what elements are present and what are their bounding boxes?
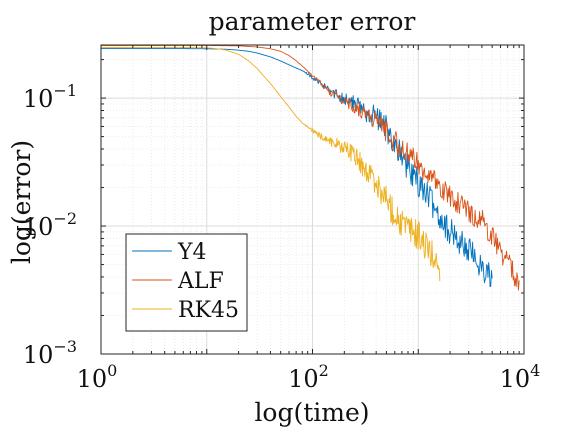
chart-title: parameter error bbox=[209, 7, 416, 36]
grid bbox=[100, 45, 524, 355]
y-tick-label: 10−1 bbox=[23, 81, 77, 113]
tick-labels: 100 102 104 10−3 10−2 10−1 bbox=[23, 81, 541, 393]
tick-marks bbox=[100, 45, 524, 355]
legend-box bbox=[125, 233, 248, 332]
legend-label-y4: Y4 bbox=[177, 240, 207, 265]
legend-label-alf: ALF bbox=[177, 269, 224, 294]
x-tick-label: 100 bbox=[77, 361, 118, 393]
legend: Y4 ALF RK45 bbox=[125, 233, 248, 332]
x-tick-label: 104 bbox=[500, 361, 541, 393]
y-axis-label: log(error) bbox=[7, 140, 36, 264]
x-tick-label: 102 bbox=[288, 361, 329, 393]
series-line-rk45 bbox=[101, 46, 441, 282]
y-tick-label: 10−2 bbox=[23, 209, 77, 241]
legend-label-rk45: RK45 bbox=[178, 298, 239, 323]
x-axis-label: log(time) bbox=[254, 398, 369, 427]
y-tick-label: 10−3 bbox=[23, 337, 77, 369]
series-line-y4 bbox=[101, 48, 493, 288]
